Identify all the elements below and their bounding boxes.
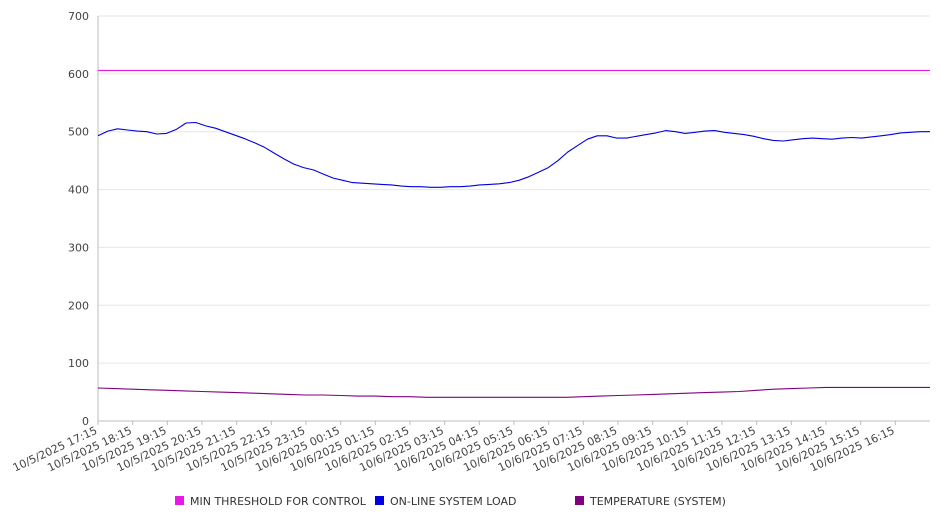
y-tick-label: 200 <box>68 299 89 312</box>
legend-swatch <box>175 496 184 505</box>
legend-label: MIN THRESHOLD FOR CONTROL <box>190 495 367 508</box>
legend: MIN THRESHOLD FOR CONTROL ON-LINE SYSTEM … <box>175 495 726 508</box>
y-tick-label: 100 <box>68 357 89 370</box>
y-tick-label: 400 <box>68 184 89 197</box>
y-tick-label: 0 <box>82 415 89 428</box>
y-tick-label: 500 <box>68 126 89 139</box>
legend-item: MIN THRESHOLD FOR CONTROL <box>175 495 367 508</box>
series-line-1 <box>97 121 930 188</box>
legend-item: ON-LINE SYSTEM LOAD <box>375 495 516 508</box>
legend-label: ON-LINE SYSTEM LOAD <box>390 495 516 508</box>
legend-swatch <box>375 496 384 505</box>
series-line-2 <box>97 386 930 398</box>
y-tick-label: 700 <box>68 10 89 23</box>
axes <box>97 16 930 422</box>
y-axis-ticks: 0 100 200 300 400 500 600 700 <box>68 10 89 428</box>
y-tick-label: 600 <box>68 68 89 81</box>
series-lines <box>97 69 930 398</box>
legend-label: TEMPERATURE (SYSTEM) <box>589 495 726 508</box>
legend-swatch <box>575 496 584 505</box>
grid-lines <box>98 15 930 422</box>
legend-item: TEMPERATURE (SYSTEM) <box>575 495 726 508</box>
y-tick-label: 300 <box>68 241 89 254</box>
